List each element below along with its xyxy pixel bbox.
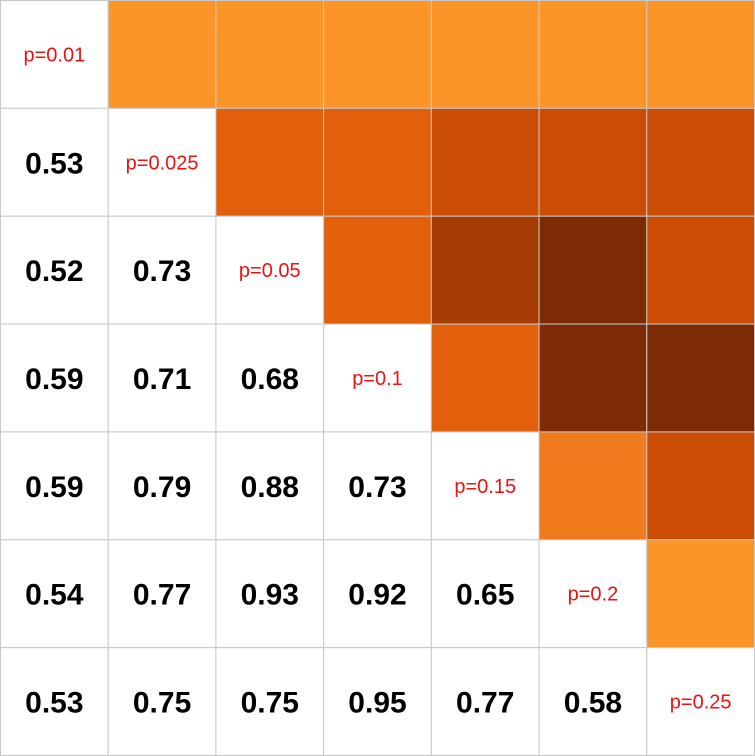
heatmap-value-cell-6-1 xyxy=(107,647,217,756)
heatmap-value-cell-5-0 xyxy=(0,539,109,649)
value-label-4-1: 0.79 xyxy=(133,471,191,504)
diagonal-label-5: p=0.2 xyxy=(568,584,619,606)
heatmap-diagonal-cell-5 xyxy=(538,539,648,649)
diagonal-label-3: p=0.1 xyxy=(352,368,403,390)
value-label-4-2: 0.88 xyxy=(241,471,299,504)
value-label-5-4: 0.65 xyxy=(456,579,514,612)
value-label-5-3: 0.92 xyxy=(348,579,406,612)
value-label-3-0: 0.59 xyxy=(25,363,83,396)
heatmap-diagonal-cell-3 xyxy=(323,323,432,433)
heatmap-color-cell-2-3 xyxy=(323,215,432,325)
heatmap-color-cell-2-5 xyxy=(538,215,648,325)
heatmap-color-cell-3-4 xyxy=(430,323,540,433)
heatmap-diagonal-cell-0 xyxy=(0,0,109,109)
heatmap-value-cell-5-3 xyxy=(323,539,432,649)
heatmap-color-cell-0-3 xyxy=(323,0,432,109)
heatmap-value-cell-4-3 xyxy=(323,431,432,541)
heatmap-value-cell-5-1 xyxy=(107,539,217,649)
heatmap-color-cell-5-6 xyxy=(646,539,755,649)
heatmap-color-cell-4-5 xyxy=(538,431,648,541)
value-label-6-2: 0.75 xyxy=(241,687,299,720)
value-label-4-3: 0.73 xyxy=(348,471,406,504)
value-label-2-0: 0.52 xyxy=(25,255,83,288)
heatmap-value-cell-5-2 xyxy=(215,539,325,649)
heatmap-color-cell-0-6 xyxy=(646,0,755,109)
heatmap-value-cell-1-0 xyxy=(0,107,109,217)
heatmap-color-cell-0-5 xyxy=(538,0,648,109)
diagonal-label-2: p=0.05 xyxy=(239,260,301,282)
value-label-5-2: 0.93 xyxy=(241,579,299,612)
value-label-6-3: 0.95 xyxy=(348,687,406,720)
heatmap-value-cell-2-1 xyxy=(107,215,217,325)
heatmap-color-cell-0-4 xyxy=(430,0,540,109)
heatmap-color-cell-1-6 xyxy=(646,107,755,217)
heatmap-color-cell-3-5 xyxy=(538,323,648,433)
heatmap-value-cell-5-4 xyxy=(430,539,540,649)
heatmap-color-cell-1-4 xyxy=(430,107,540,217)
value-label-5-0: 0.54 xyxy=(25,579,84,612)
value-label-4-0: 0.59 xyxy=(25,471,83,504)
value-label-6-5: 0.58 xyxy=(564,687,622,720)
value-label-1-0: 0.53 xyxy=(25,147,83,180)
heatmap-diagonal-cell-2 xyxy=(215,215,325,325)
heatmap-color-cell-1-2 xyxy=(215,107,325,217)
value-label-3-2: 0.68 xyxy=(241,363,299,396)
value-label-6-0: 0.53 xyxy=(25,687,83,720)
heatmap-value-cell-6-0 xyxy=(0,647,109,756)
heatmap-color-cell-1-5 xyxy=(538,107,648,217)
heatmap-value-cell-6-3 xyxy=(323,647,432,756)
heatmap-value-cell-6-5 xyxy=(538,647,648,756)
value-label-5-1: 0.77 xyxy=(133,579,191,612)
heatmap-value-cell-4-1 xyxy=(107,431,217,541)
heatmap-diagonal-cell-1 xyxy=(107,107,217,217)
heatmap-color-cell-3-6 xyxy=(646,323,755,433)
heatmap-color-cell-2-4 xyxy=(430,215,540,325)
value-label-6-4: 0.77 xyxy=(456,687,514,720)
heatmap-value-cell-3-1 xyxy=(107,323,217,433)
diagonal-label-4: p=0.15 xyxy=(454,476,516,498)
heatmap-color-cell-0-1 xyxy=(107,0,217,109)
value-label-3-1: 0.71 xyxy=(133,363,191,396)
heatmap-value-cell-4-2 xyxy=(215,431,325,541)
heatmap-value-cell-2-0 xyxy=(0,215,109,325)
diagonal-label-1: p=0.025 xyxy=(126,152,199,174)
heatmap-color-cell-0-2 xyxy=(215,0,325,109)
diagonal-label-6: p=0.25 xyxy=(670,692,732,714)
heatmap-color-cell-1-3 xyxy=(323,107,432,217)
diagonal-label-0: p=0.01 xyxy=(23,44,85,66)
heatmap-diagonal-cell-6 xyxy=(646,647,755,756)
heatmap-diagonal-cell-4 xyxy=(430,431,540,541)
value-label-2-1: 0.73 xyxy=(133,255,191,288)
heatmap-color-cell-4-6 xyxy=(646,431,755,541)
heatmap-color-cell-2-6 xyxy=(646,215,755,325)
value-label-6-1: 0.75 xyxy=(133,687,191,720)
